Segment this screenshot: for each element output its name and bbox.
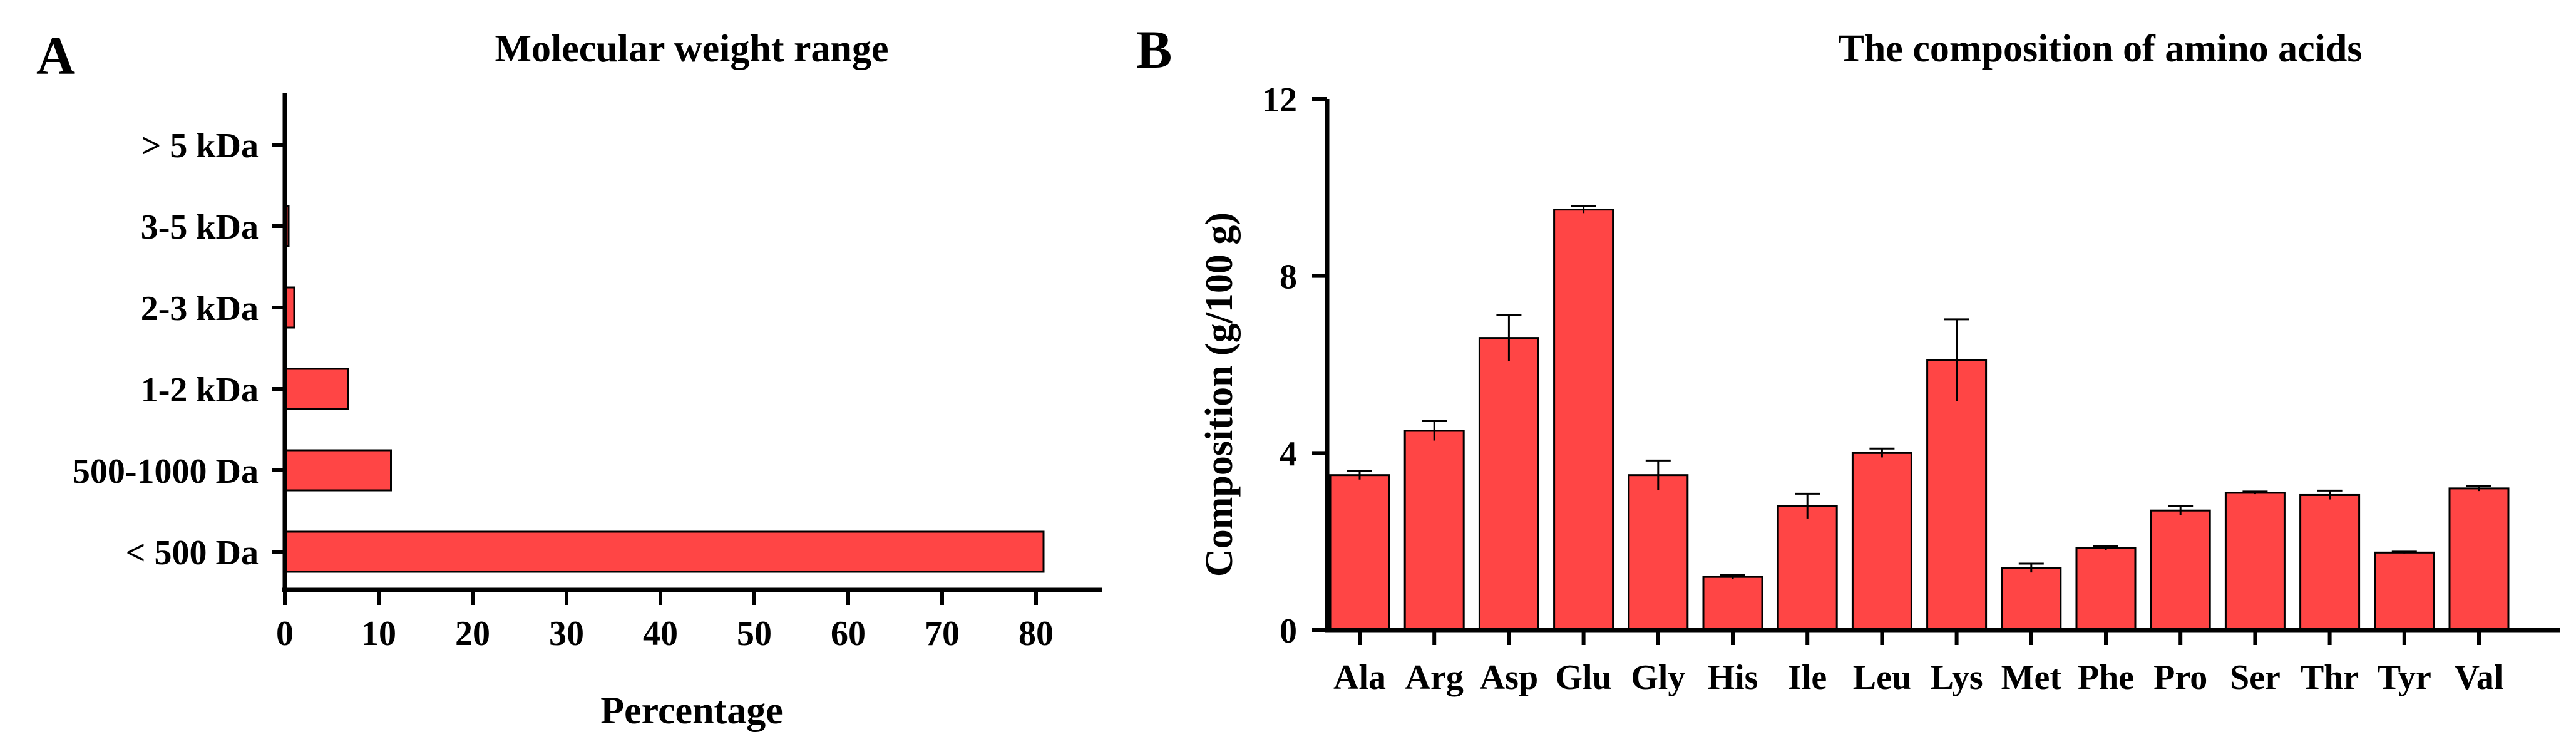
category-label-lys: Lys [1931, 658, 1983, 697]
bar-glu [1553, 209, 1614, 631]
category-label-asp: Asp [1480, 658, 1538, 697]
bar-val [2448, 487, 2510, 631]
bar-arg [1403, 430, 1465, 631]
panel-b-category-labels: Ala Arg Asp Glu Gly His Ile Leu Lys Met Phe Pro Ser T… [1333, 658, 2503, 697]
category-label-gly: Gly [1631, 658, 1685, 697]
y-tick-label-8: 8 [1280, 258, 1297, 297]
category-label-2-3-kda: 2-3 kDa [141, 289, 259, 328]
bar-pro [2150, 509, 2211, 631]
bar-500-da [284, 530, 1045, 573]
panel-b-title: The composition of amino acids [1838, 28, 2362, 70]
category-label-1-2-kda: 1-2 kDa [141, 371, 259, 410]
bar-his [1702, 576, 1763, 631]
panel-b-amino-acids-chart: B The composition of amino acids 0 4 8 12 A… [1136, 19, 2560, 697]
panel-a-axes [272, 93, 1102, 592]
x-tick-label-50: 50 [737, 614, 772, 653]
category-label-ala: Ala [1333, 658, 1386, 697]
category-label-ile: Ile [1788, 658, 1827, 697]
panel-a-title: Molecular weight range [495, 28, 888, 70]
x-tick-label-20: 20 [455, 614, 490, 653]
bar-thr [2299, 493, 2361, 631]
category-label-his: His [1708, 658, 1758, 697]
category-label-arg: Arg [1405, 658, 1464, 697]
x-tick-label-60: 60 [831, 614, 866, 653]
y-tick-label-0: 0 [1280, 612, 1297, 651]
bar-phe [2075, 547, 2137, 631]
category-label-val: Val [2455, 658, 2504, 697]
bar-1-2-kda [284, 368, 349, 410]
category-label-phe: Phe [2078, 658, 2134, 697]
panel-b-y-axis-label: Composition (g/100 g) [1198, 212, 1241, 577]
category-label-ser: Ser [2230, 658, 2281, 697]
x-tick-label-40: 40 [643, 614, 678, 653]
x-tick-label-80: 80 [1019, 614, 1054, 653]
category-label-thr: Thr [2301, 658, 2359, 697]
panel-a-molecular-weight-chart: A Molecular weight range > 5 kDa 3-5 kDa 2… [36, 26, 1102, 732]
bar-ile [1777, 505, 1838, 631]
bar-ala [1329, 474, 1390, 631]
panel-b-axes [1325, 99, 2560, 645]
panel-b-bars [1329, 209, 2510, 631]
category-label-leu: Leu [1853, 658, 1911, 697]
category-label-tyr: Tyr [2378, 658, 2431, 697]
panel-b-y-ticks: 0 4 8 12 [1262, 81, 1327, 651]
bar-gly [1628, 474, 1689, 631]
panel-a-category-labels: > 5 kDa 3-5 kDa 2-3 kDa 1-2 kDa 500-1000 Da <… [73, 127, 259, 572]
panel-a-x-axis-label: Percentage [600, 690, 783, 732]
x-tick-label-0: 0 [276, 614, 294, 653]
category-label-pro: Pro [2153, 658, 2207, 697]
y-tick-label-12: 12 [1262, 81, 1297, 120]
category-label-met: Met [2001, 658, 2062, 697]
bar-500-1000-da [284, 449, 392, 492]
bar-lys [1926, 359, 1988, 631]
panel-b-error-bars [1347, 205, 2491, 579]
bar-asp [1478, 337, 1539, 631]
bar-ser [2224, 492, 2286, 631]
category-label-3-5-kda: 3-5 kDa [141, 208, 259, 247]
category-label-500-da: < 500 Da [126, 534, 259, 572]
panel-b-letter: B [1136, 19, 1172, 80]
panel-a-bars [284, 123, 1045, 573]
x-tick-label-30: 30 [549, 614, 584, 653]
category-label-500-1000-da: 500-1000 Da [73, 452, 259, 491]
panel-a-x-ticks: 0 10 20 30 40 50 60 70 80 [276, 590, 1054, 653]
x-tick-label-10: 10 [361, 614, 396, 653]
y-tick-label-4: 4 [1280, 435, 1297, 473]
bar-met [2001, 567, 2062, 631]
x-tick-label-70: 70 [925, 614, 960, 653]
category-label-5-kda: > 5 kDa [141, 127, 259, 165]
bar-leu [1851, 452, 1912, 631]
panel-a-letter: A [36, 26, 75, 86]
category-label-glu: Glu [1555, 658, 1611, 697]
bar-tyr [2374, 551, 2435, 631]
